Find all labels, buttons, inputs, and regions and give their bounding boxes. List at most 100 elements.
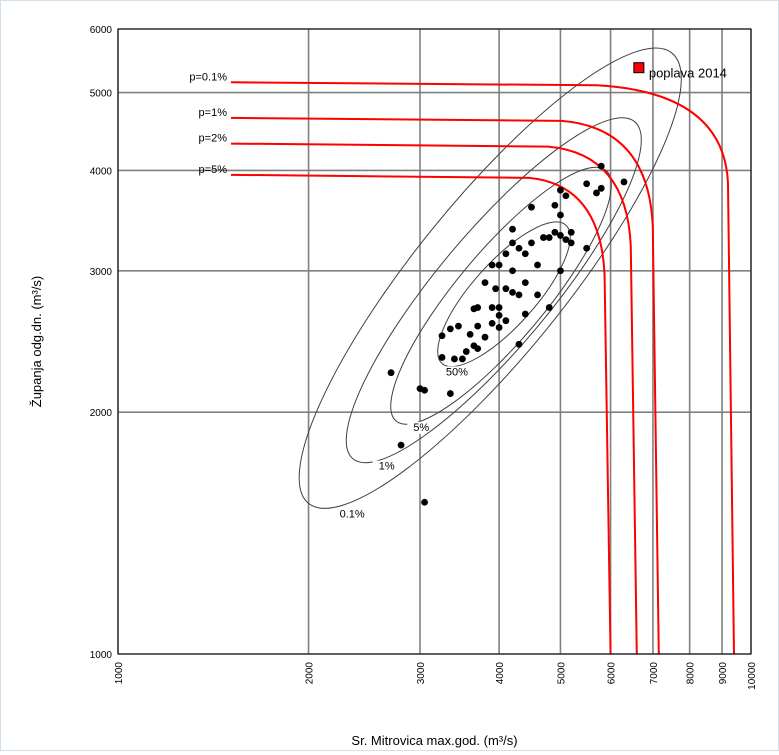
data-point xyxy=(597,162,605,170)
contour-label: 1% xyxy=(379,461,395,473)
data-point xyxy=(545,304,553,311)
data-point xyxy=(534,291,541,299)
y-tick-label: 2000 xyxy=(90,408,113,419)
data-point xyxy=(446,325,454,333)
data-point xyxy=(502,250,510,258)
data-point xyxy=(583,180,591,188)
contour-label: 0.1% xyxy=(340,509,365,521)
data-point xyxy=(495,311,503,319)
data-point xyxy=(583,244,591,252)
data-point xyxy=(515,291,523,299)
data-point xyxy=(509,239,516,247)
highlight-label: poplava 2014 xyxy=(649,66,727,81)
data-point xyxy=(451,355,458,363)
data-point xyxy=(562,236,570,244)
data-point xyxy=(562,192,570,200)
data-point xyxy=(521,310,529,318)
data-point xyxy=(458,355,466,363)
data-point xyxy=(474,345,482,353)
data-point xyxy=(495,304,503,311)
contour-label: 5% xyxy=(413,422,429,434)
observed-points xyxy=(387,162,628,506)
data-point xyxy=(474,304,482,311)
data-point xyxy=(509,267,516,275)
x-tick-label: 1000 xyxy=(114,662,125,685)
data-point xyxy=(509,225,516,233)
contour-label-bg xyxy=(442,366,473,379)
data-point xyxy=(438,354,446,361)
data-point xyxy=(515,340,523,348)
x-tick-label: 4000 xyxy=(495,662,506,685)
highlight-point-group: poplava 2014 xyxy=(633,62,727,81)
data-point xyxy=(502,285,510,293)
data-point xyxy=(567,239,575,247)
x-tick-label: 7000 xyxy=(649,662,660,685)
data-point xyxy=(438,332,446,340)
data-point xyxy=(567,228,575,236)
contour-line xyxy=(345,117,642,464)
data-point xyxy=(557,211,564,219)
return-period-label: p=1% xyxy=(199,107,228,119)
data-point xyxy=(521,250,529,258)
return-period-label: p=5% xyxy=(199,164,228,176)
data-point xyxy=(492,285,500,293)
data-point xyxy=(515,244,523,252)
x-axis-label: Sr. Mitrovica max.god. (m³/s) xyxy=(351,733,517,748)
data-point xyxy=(481,279,489,287)
contour-label-bg xyxy=(338,508,369,521)
data-point xyxy=(397,441,405,449)
data-point xyxy=(502,317,510,325)
return-period-curve xyxy=(230,173,612,655)
contour-line xyxy=(390,166,612,425)
data-point xyxy=(593,189,600,197)
data-point xyxy=(466,330,474,338)
data-point xyxy=(545,234,553,241)
return-period-curve xyxy=(230,116,660,655)
data-point xyxy=(446,390,454,397)
highlight-marker xyxy=(633,62,645,74)
y-tick-label: 1000 xyxy=(90,650,113,661)
data-point xyxy=(387,369,395,377)
data-point xyxy=(557,232,564,239)
data-point xyxy=(488,261,496,269)
contour-label-bg xyxy=(407,421,438,434)
data-point xyxy=(481,333,489,341)
data-point xyxy=(421,498,428,506)
data-point xyxy=(597,184,605,192)
x-tick-label: 3000 xyxy=(416,662,427,685)
axis-ticks: 1000 2000 3000 4000 5000 6000 7000 8000 9000 1000… xyxy=(90,25,758,690)
data-point xyxy=(551,228,559,236)
return-period-label: p=2% xyxy=(199,133,228,145)
data-point xyxy=(620,178,628,186)
data-point xyxy=(462,348,470,355)
data-point xyxy=(488,319,496,327)
data-point xyxy=(557,186,564,194)
y-tick-label: 4000 xyxy=(90,166,113,177)
y-tick-label: 5000 xyxy=(90,89,113,100)
return-period-curve xyxy=(230,142,638,655)
grid xyxy=(117,28,752,655)
data-point xyxy=(474,322,482,330)
return-period-curve xyxy=(230,81,735,655)
contour-label: 50% xyxy=(446,366,468,378)
data-point xyxy=(557,267,564,275)
data-point xyxy=(495,324,503,331)
data-point xyxy=(455,322,462,330)
data-point xyxy=(528,203,535,211)
data-point xyxy=(540,234,547,241)
x-tick-label: 5000 xyxy=(556,662,567,685)
data-point xyxy=(509,288,516,296)
y-tick-label: 6000 xyxy=(90,25,113,36)
x-tick-label: 2000 xyxy=(305,662,316,685)
data-point xyxy=(488,304,496,311)
contour-line xyxy=(298,47,682,509)
x-tick-label: 6000 xyxy=(607,662,618,685)
return-period-label: p=0.1% xyxy=(189,71,227,83)
data-point xyxy=(534,261,541,269)
plot-border xyxy=(117,28,752,655)
y-tick-label: 3000 xyxy=(90,267,113,278)
x-tick-label: 8000 xyxy=(686,662,697,685)
data-point xyxy=(521,279,529,287)
